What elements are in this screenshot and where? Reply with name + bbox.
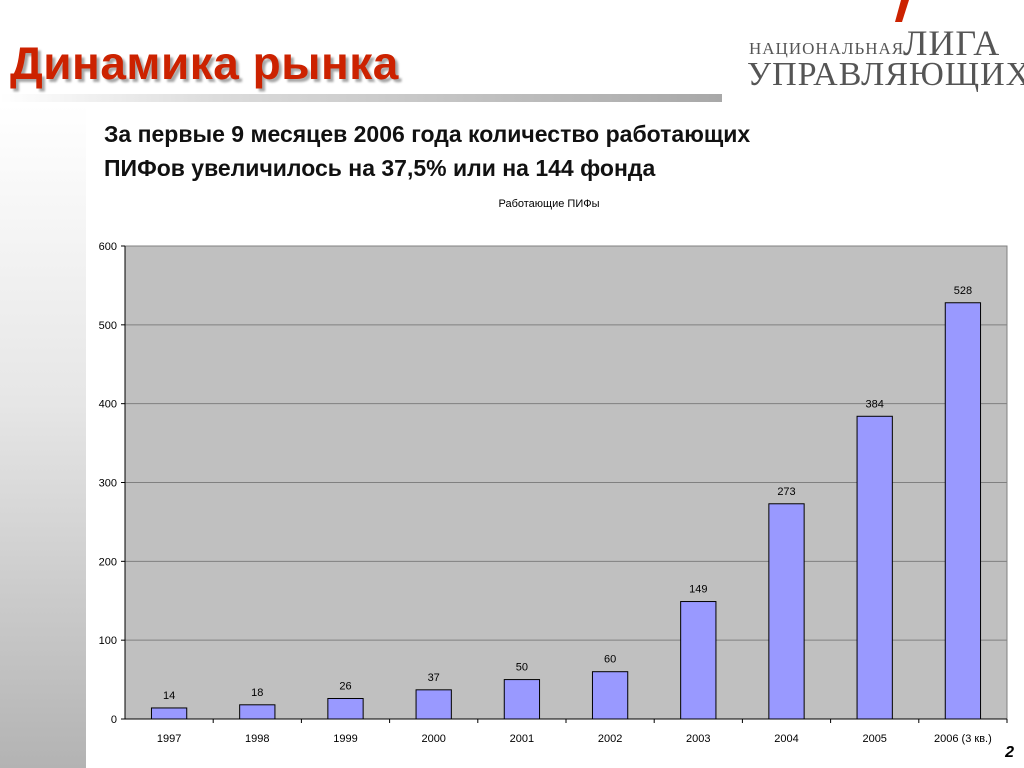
y-tick-label: 500 (99, 320, 117, 332)
slide-subtitle: За первые 9 месяцев 2006 года количество… (104, 117, 964, 185)
x-tick-label: 2001 (510, 733, 534, 745)
x-tick-label: 2006 (3 кв.) (934, 733, 992, 745)
x-tick-label: 2003 (686, 733, 710, 745)
bar (944, 302, 982, 720)
x-tick-label: 2000 (421, 733, 445, 745)
data-label: 60 (604, 654, 616, 666)
chart-title: Работающие ПИФы (499, 198, 600, 210)
x-tick-label: 2004 (774, 733, 798, 745)
company-logo: НАЦИОНАЛЬНАЯ ЛИГА УПРАВЛЯЮЩИХ (745, 0, 1024, 100)
bar (856, 415, 893, 720)
bar (591, 671, 629, 720)
subtitle-line-1: За первые 9 месяцев 2006 года количество… (104, 121, 751, 147)
title-underline-bar (0, 94, 722, 102)
logo-small-text: НАЦИОНАЛЬНАЯ (749, 39, 905, 58)
y-tick-label: 100 (99, 635, 117, 647)
y-tick-label: 400 (99, 399, 117, 411)
data-label: 26 (339, 681, 351, 693)
left-gradient-decoration (0, 105, 86, 768)
slide-title: Динамика рынка (10, 37, 399, 89)
y-tick-label: 300 (99, 478, 117, 490)
data-label: 14 (163, 690, 175, 702)
bar (680, 601, 717, 720)
plot-area: 0 100 200 300 400 500 600 14 1997 18 1998 26 1999 37 2… (99, 241, 1008, 745)
x-tick-label: 1999 (333, 733, 357, 745)
x-tick-label: 2002 (598, 733, 622, 745)
data-label: 528 (954, 285, 972, 297)
data-label: 273 (777, 486, 795, 498)
logo-big-text-1: ЛИГА (903, 23, 1001, 63)
subtitle-line-2: ПИФов увеличилось на 37,5% или на 144 фо… (104, 155, 656, 181)
x-tick-label: 1997 (157, 733, 181, 745)
bar (415, 689, 452, 720)
bar (239, 704, 276, 720)
data-label: 37 (428, 672, 440, 684)
x-tick-label: 2005 (862, 733, 886, 745)
data-label: 149 (689, 584, 707, 596)
bar (768, 503, 805, 720)
bar (503, 679, 541, 720)
logo-big-text-2: УПРАВЛЯЮЩИХ (747, 56, 1024, 93)
bar (327, 698, 364, 720)
data-label: 384 (866, 398, 884, 410)
bar (150, 707, 188, 720)
y-tick-label: 600 (99, 241, 117, 253)
y-tick-label: 200 (99, 556, 117, 568)
data-label: 50 (516, 662, 528, 674)
y-tick-label: 0 (111, 714, 117, 726)
logo-slash-mark (895, 0, 909, 22)
data-label: 18 (251, 687, 263, 699)
x-tick-label: 1998 (245, 733, 269, 745)
page-number: 2 (1005, 744, 1014, 761)
